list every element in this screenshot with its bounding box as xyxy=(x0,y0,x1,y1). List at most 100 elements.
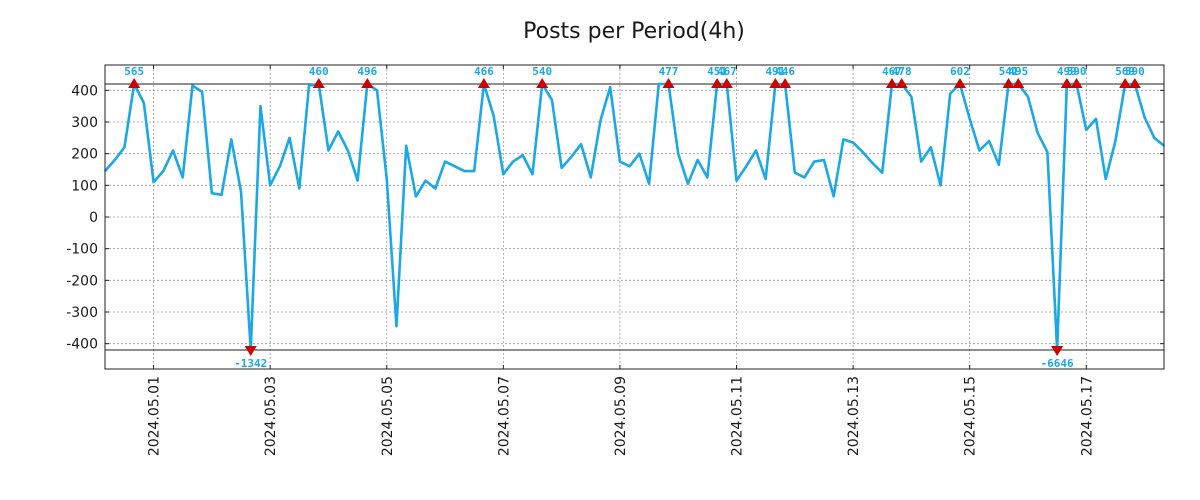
clip-high-marker xyxy=(477,78,490,88)
marker-value-label: -6646 xyxy=(1041,357,1074,370)
marker-value-label: 590 xyxy=(1067,65,1087,78)
data-point xyxy=(745,165,747,167)
marker-value-label: 540 xyxy=(532,65,552,78)
data-point xyxy=(794,172,796,174)
marker-value-label: 460 xyxy=(309,65,329,78)
data-point xyxy=(862,151,864,153)
data-point xyxy=(182,176,184,179)
clip-high-marker xyxy=(1012,78,1025,88)
data-point xyxy=(551,99,553,101)
clip-high-marker xyxy=(1002,78,1015,88)
clip-high-marker xyxy=(769,78,782,88)
y-tick-label: 300 xyxy=(71,115,98,131)
data-point xyxy=(279,165,281,167)
y-tick-label: 400 xyxy=(71,83,98,99)
data-point xyxy=(386,178,388,180)
data-point xyxy=(813,160,815,163)
data-point xyxy=(269,184,271,186)
data-point xyxy=(172,149,174,152)
data-point xyxy=(191,84,194,87)
data-point xyxy=(969,118,971,120)
marker-value-label: 466 xyxy=(474,65,494,78)
data-point xyxy=(395,325,398,327)
data-point xyxy=(629,165,631,167)
clip-low-marker xyxy=(1051,346,1064,356)
data-point xyxy=(765,178,767,180)
marker-value-label: 477 xyxy=(659,65,679,78)
data-point xyxy=(512,160,514,163)
clip-low-marker xyxy=(244,346,257,356)
y-tick-label: 0 xyxy=(89,210,98,226)
data-point xyxy=(570,156,572,158)
grid xyxy=(105,65,1164,369)
clip-high-marker xyxy=(361,78,374,88)
x-tick-label: 2024.05.13 xyxy=(846,376,862,456)
data-point xyxy=(240,191,242,193)
marker-value-label: 590 xyxy=(1125,65,1145,78)
data-point xyxy=(1085,129,1087,131)
data-point xyxy=(502,173,504,175)
data-point xyxy=(425,179,427,182)
data-point xyxy=(347,149,349,152)
data-point xyxy=(706,176,708,179)
data-point xyxy=(220,194,223,196)
clip-high-marker xyxy=(711,78,724,88)
data-point xyxy=(910,96,912,98)
data-point xyxy=(123,146,126,148)
data-point xyxy=(590,176,592,179)
data-point xyxy=(1046,151,1049,153)
y-tick-label: -300 xyxy=(66,305,98,321)
data-point xyxy=(677,153,679,155)
data-point xyxy=(230,138,232,141)
clip-high-marker xyxy=(662,78,675,88)
clip-high-marker xyxy=(885,78,898,88)
data-point xyxy=(658,83,660,85)
data-point xyxy=(463,170,466,172)
marker-value-label: 467 xyxy=(882,65,902,78)
data-point xyxy=(871,162,874,164)
data-point xyxy=(842,138,844,141)
data-point xyxy=(599,119,602,122)
marker-value-label: 446 xyxy=(775,65,795,78)
data-point xyxy=(803,176,806,179)
chart-title: Posts per Period(4h) xyxy=(523,19,745,44)
data-point xyxy=(444,160,446,163)
data-point xyxy=(259,105,262,107)
data-point xyxy=(697,159,699,161)
data-point xyxy=(580,143,582,145)
data-point xyxy=(687,183,689,185)
data-point xyxy=(852,141,854,144)
x-tick-label: 2024.05.01 xyxy=(147,376,163,456)
data-point xyxy=(920,160,922,163)
data-point xyxy=(337,130,339,133)
data-point xyxy=(638,153,640,155)
data-point xyxy=(211,192,213,194)
data-point xyxy=(1153,137,1155,139)
data-point xyxy=(1037,132,1039,134)
clip-high-marker xyxy=(1128,78,1141,88)
clip-high-marker xyxy=(1119,78,1132,88)
data-point xyxy=(978,149,981,152)
data-point xyxy=(1027,96,1029,98)
data-point xyxy=(949,92,951,95)
data-point xyxy=(998,164,1000,166)
x-tick-label: 2024.05.11 xyxy=(730,376,746,456)
data-point xyxy=(405,145,407,147)
clip-high-marker xyxy=(895,78,908,88)
y-tick-label: -400 xyxy=(66,337,98,353)
data-point xyxy=(531,173,534,175)
data-point xyxy=(473,170,475,172)
x-tick-label: 2024.05.17 xyxy=(1079,376,1095,456)
data-point xyxy=(152,181,155,183)
data-point xyxy=(298,187,300,190)
data-point xyxy=(823,159,825,161)
marker-value-label: 496 xyxy=(357,65,377,78)
y-axis-ticks: -400 -300 -200 -100 0 100 200 300 400 xyxy=(66,83,1164,353)
clip-high-marker xyxy=(1070,78,1083,88)
data-point xyxy=(755,149,757,152)
data-point xyxy=(522,154,524,156)
data-point xyxy=(376,89,378,91)
y-tick-label: -200 xyxy=(66,273,98,289)
